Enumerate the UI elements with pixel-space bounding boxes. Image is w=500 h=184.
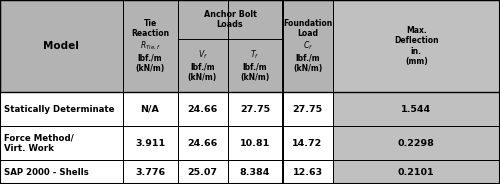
Bar bbox=[0, 126, 500, 160]
Bar bbox=[228, 92, 282, 126]
Bar bbox=[0, 126, 122, 160]
Text: $T_f$
lbf./m
(kN/m): $T_f$ lbf./m (kN/m) bbox=[240, 49, 270, 82]
Bar bbox=[122, 160, 178, 184]
Text: 8.384: 8.384 bbox=[240, 168, 270, 176]
Bar bbox=[332, 0, 500, 92]
Bar bbox=[0, 92, 500, 126]
Text: 12.63: 12.63 bbox=[292, 168, 322, 176]
Bar bbox=[0, 92, 122, 126]
Text: 0.2298: 0.2298 bbox=[398, 139, 434, 148]
Text: 3.776: 3.776 bbox=[135, 168, 165, 176]
Text: 27.75: 27.75 bbox=[240, 105, 270, 114]
Bar bbox=[178, 0, 228, 92]
Bar bbox=[282, 160, 333, 184]
Bar bbox=[332, 92, 500, 126]
Text: N/A: N/A bbox=[140, 105, 160, 114]
Bar bbox=[332, 160, 500, 184]
Text: Force Method/
Virt. Work: Force Method/ Virt. Work bbox=[4, 133, 74, 153]
Text: 3.911: 3.911 bbox=[135, 139, 165, 148]
Text: 24.66: 24.66 bbox=[188, 105, 218, 114]
Text: Model: Model bbox=[44, 41, 79, 51]
Bar bbox=[228, 0, 282, 92]
Bar bbox=[0, 160, 500, 184]
Bar bbox=[178, 160, 228, 184]
Bar bbox=[332, 92, 500, 126]
Text: 14.72: 14.72 bbox=[292, 139, 322, 148]
Text: 27.75: 27.75 bbox=[292, 105, 322, 114]
Text: Tie
Reaction
$R_{Tie,f}$
lbf./m
(kN/m): Tie Reaction $R_{Tie,f}$ lbf./m (kN/m) bbox=[131, 19, 169, 73]
Text: 0.2101: 0.2101 bbox=[398, 168, 434, 176]
Bar bbox=[122, 92, 178, 126]
Bar bbox=[332, 126, 500, 160]
Text: 25.07: 25.07 bbox=[188, 168, 218, 176]
Text: Anchor Bolt
Loads: Anchor Bolt Loads bbox=[204, 10, 256, 29]
Bar bbox=[178, 126, 228, 160]
Bar bbox=[332, 160, 500, 184]
Bar bbox=[178, 92, 228, 126]
Text: $V_f$
lbf./m
(kN/m): $V_f$ lbf./m (kN/m) bbox=[188, 49, 217, 82]
Bar bbox=[122, 0, 178, 92]
Bar bbox=[282, 92, 333, 126]
Text: 24.66: 24.66 bbox=[188, 139, 218, 148]
Bar bbox=[282, 126, 333, 160]
Bar bbox=[332, 0, 500, 92]
Text: 10.81: 10.81 bbox=[240, 139, 270, 148]
Bar bbox=[332, 126, 500, 160]
Text: Statically Determinate: Statically Determinate bbox=[4, 105, 114, 114]
Bar bbox=[0, 0, 122, 92]
Text: Foundation
Load
$C_f$
lbf./m
(kN/m): Foundation Load $C_f$ lbf./m (kN/m) bbox=[283, 19, 332, 73]
Bar bbox=[228, 126, 282, 160]
Bar bbox=[0, 160, 122, 184]
Bar bbox=[122, 126, 178, 160]
Bar bbox=[0, 0, 500, 92]
Bar bbox=[228, 160, 282, 184]
Text: Max.
Deflection
in.
(mm): Max. Deflection in. (mm) bbox=[394, 26, 438, 66]
Text: 1.544: 1.544 bbox=[401, 105, 432, 114]
Bar bbox=[282, 0, 333, 92]
Text: SAP 2000 - Shells: SAP 2000 - Shells bbox=[4, 168, 89, 176]
